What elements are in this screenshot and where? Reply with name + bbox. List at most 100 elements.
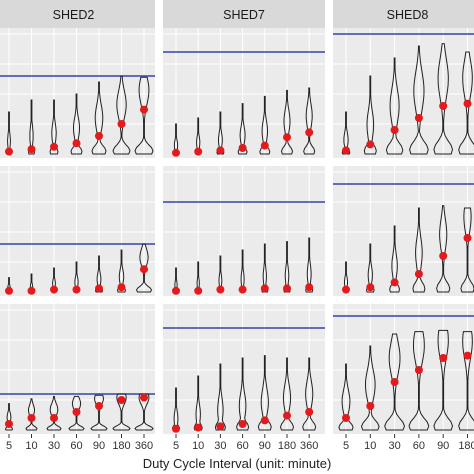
violin-shape <box>49 99 59 155</box>
median-point <box>50 142 58 151</box>
median-point <box>172 424 180 433</box>
violin-shape <box>436 205 451 293</box>
x-tick-label: 180 <box>458 440 474 452</box>
median-point <box>95 284 103 293</box>
violin-shape <box>72 261 81 293</box>
x-tick-label: 60 <box>70 440 82 452</box>
violin-shape <box>194 117 202 155</box>
facet-panel <box>333 28 474 158</box>
x-tick-label: 180 <box>278 440 296 452</box>
facet-strip-title: SHED2 <box>53 8 95 22</box>
x-tick-label: 90 <box>259 440 271 452</box>
x-tick-label: 360 <box>135 440 153 452</box>
x-tick-label: 90 <box>437 440 449 452</box>
median-point <box>95 402 103 410</box>
violin-shape <box>433 329 454 431</box>
violin-shape <box>279 357 295 431</box>
x-tick-label: 5 <box>343 440 349 452</box>
median-point <box>5 147 13 156</box>
median-point <box>439 252 448 260</box>
x-tick-label: 10 <box>192 440 204 452</box>
panel-background <box>333 166 474 296</box>
violin-shape <box>458 51 474 155</box>
violin-shape <box>365 243 375 293</box>
violin-shape <box>412 207 426 293</box>
facet-panel <box>333 166 474 296</box>
facet-strip <box>0 0 155 28</box>
median-point <box>283 284 291 293</box>
median-point <box>117 120 126 128</box>
x-tick-label: 10 <box>25 440 37 452</box>
violin-shape <box>384 333 406 431</box>
facet-panel <box>163 304 325 434</box>
median-point <box>194 423 203 432</box>
violin-shape <box>216 111 225 155</box>
violin-shape <box>134 76 154 155</box>
violin-shape <box>259 95 271 155</box>
median-point <box>260 141 269 150</box>
panel-background <box>0 28 155 158</box>
violin-shape <box>195 261 201 293</box>
median-point <box>117 283 126 292</box>
median-point <box>283 411 291 420</box>
violin-shape <box>90 394 108 431</box>
median-point <box>72 408 81 416</box>
median-point <box>50 414 58 422</box>
violin-shape <box>27 99 36 155</box>
median-point <box>366 402 375 410</box>
violin-shape <box>385 57 404 155</box>
median-point <box>414 270 423 278</box>
violin-shape <box>50 267 58 293</box>
x-tick-label: 30 <box>214 440 226 452</box>
facet-panel <box>0 28 155 158</box>
median-point <box>50 285 58 294</box>
violin-shape <box>135 243 153 293</box>
violin-shape <box>338 363 354 431</box>
violin-shape <box>460 207 474 293</box>
violin-shape <box>257 355 272 431</box>
violin-shape <box>214 363 226 431</box>
violin-shape <box>28 273 35 293</box>
median-point <box>414 366 423 374</box>
median-point <box>439 354 448 362</box>
median-point <box>390 278 399 287</box>
violin-shape <box>112 393 131 431</box>
x-tick-label: 5 <box>173 440 179 452</box>
violin-shape <box>70 93 83 155</box>
median-point <box>342 414 350 422</box>
facet-panels <box>0 28 474 434</box>
median-point <box>5 420 13 428</box>
median-point <box>194 147 203 156</box>
median-point <box>140 105 148 114</box>
violin-shape <box>239 249 246 293</box>
panel-background <box>333 28 474 158</box>
violin-shape <box>302 357 317 431</box>
median-point <box>27 414 36 422</box>
violin-shape <box>408 331 430 431</box>
median-point <box>439 102 448 110</box>
x-tick-label: 360 <box>300 440 318 452</box>
violin-shape <box>217 255 224 293</box>
panel-background <box>333 304 474 434</box>
median-point <box>260 416 269 425</box>
violin-shape <box>94 255 104 293</box>
violin-shape <box>91 81 107 155</box>
facet-strip <box>163 0 325 28</box>
median-point <box>342 285 350 294</box>
median-point <box>463 234 472 242</box>
median-point <box>72 139 81 148</box>
violin-shape <box>261 243 269 293</box>
median-point <box>238 420 247 428</box>
median-point <box>305 408 314 416</box>
median-point <box>342 146 350 155</box>
facet-panel <box>333 304 474 434</box>
violin-shape <box>433 43 454 155</box>
facet-strip-title: SHED8 <box>387 8 429 22</box>
violin-shape <box>68 395 85 431</box>
median-point <box>140 265 148 274</box>
x-tick-label: 60 <box>413 440 425 452</box>
violin-shape <box>458 331 474 431</box>
violin-shape <box>173 267 179 293</box>
median-point <box>305 283 314 292</box>
